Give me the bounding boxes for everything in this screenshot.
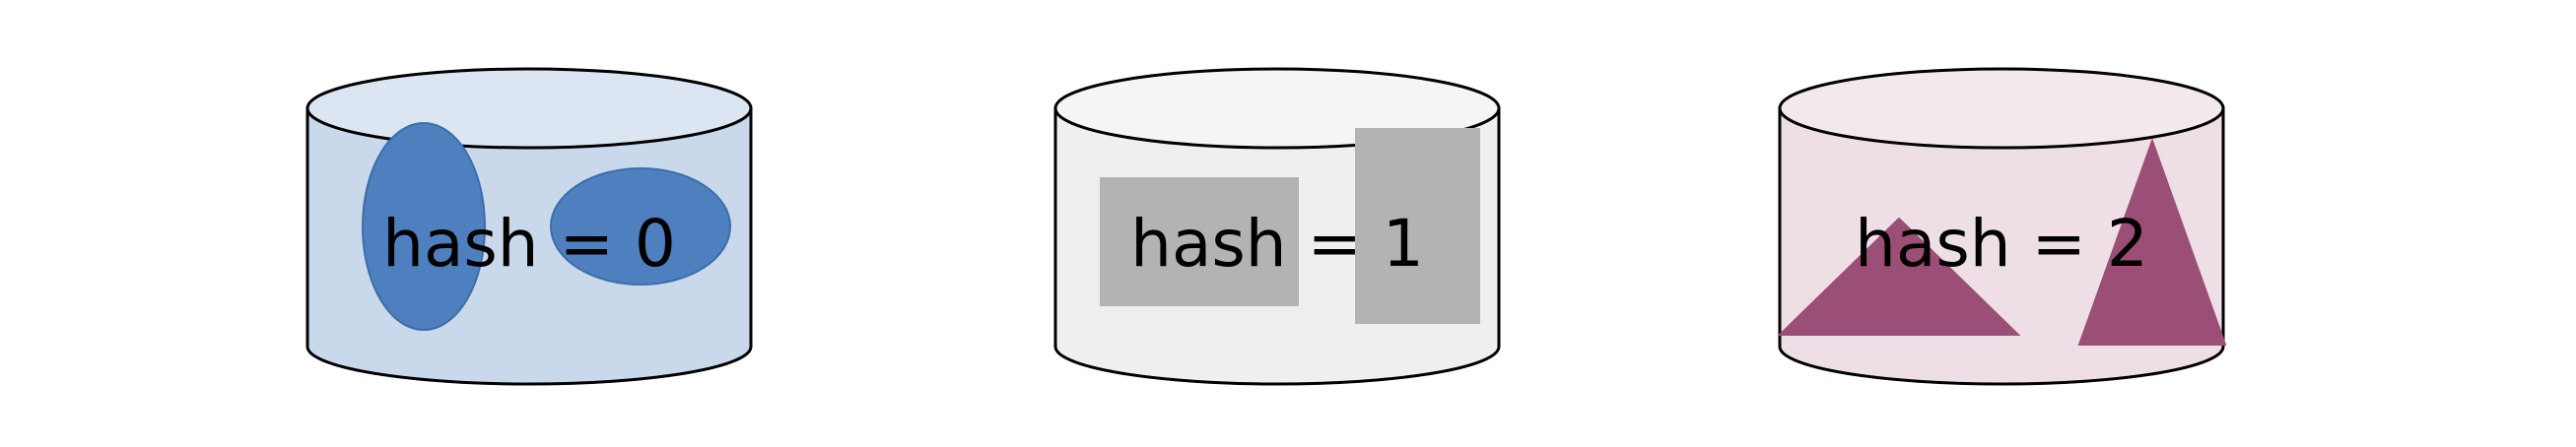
bucket-0: hash = 0	[305, 67, 753, 386]
bucket-1-rect-wide	[1100, 177, 1299, 306]
bucket-1-label: hash = 1	[1130, 206, 1424, 282]
bucket-0-ellipse-wide	[550, 167, 731, 286]
bucket-0-ellipse-tall	[362, 122, 486, 331]
bucket-1-rect-tall	[1355, 128, 1480, 324]
bucket-0-top	[305, 67, 753, 150]
bucket-0-label: hash = 0	[382, 206, 676, 282]
bucket-2-triangle-wide	[1777, 217, 2021, 336]
bucket-2: hash = 2	[1777, 67, 2227, 386]
bucket-1: hash = 1	[1053, 67, 1501, 386]
bucket-2-label: hash = 2	[1855, 206, 2148, 282]
bucket-2-triangle-tall	[2077, 138, 2227, 346]
bucket-2-top	[1778, 67, 2225, 150]
